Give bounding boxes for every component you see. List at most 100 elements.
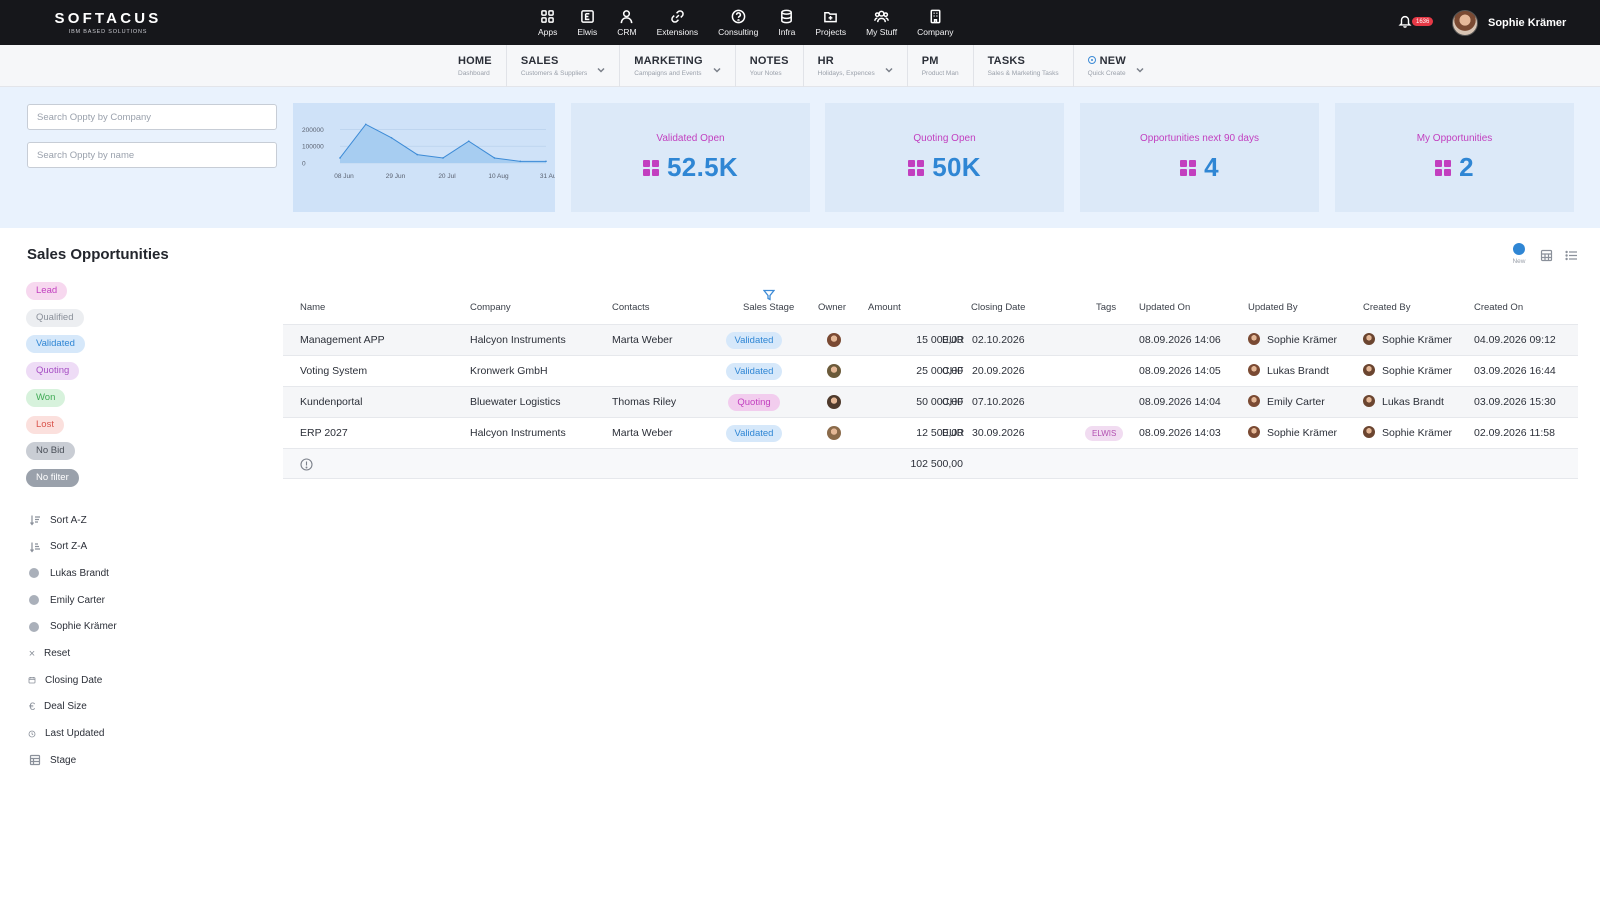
- side-option-emily-carter[interactable]: Emily Carter: [28, 592, 105, 608]
- owner-avatar[interactable]: [827, 333, 841, 347]
- module-new[interactable]: NEW Quick Create: [1074, 45, 1158, 87]
- app-nav-label: Consulting: [718, 26, 759, 37]
- chart-area-fill: [340, 124, 546, 163]
- column-header-created-on[interactable]: Created On: [1474, 302, 1524, 313]
- building-icon: [930, 9, 941, 23]
- owner-avatar[interactable]: [827, 395, 841, 409]
- kpi-next-90-days[interactable]: Opportunities next 90 days 4: [1080, 103, 1319, 212]
- column-header-updated-by[interactable]: Updated By: [1248, 302, 1298, 313]
- side-option-lukas-brandt[interactable]: Lukas Brandt: [28, 565, 109, 581]
- owner-avatar[interactable]: [827, 426, 841, 440]
- stage-filter-qualified[interactable]: Qualified: [26, 308, 84, 327]
- module-notes[interactable]: NOTES Your Notes: [736, 45, 804, 87]
- app-nav-elwis[interactable]: Elwis: [567, 0, 607, 45]
- grid-view-button[interactable]: [1540, 249, 1553, 262]
- module-marketing[interactable]: MARKETING Campaigns and Events: [620, 45, 736, 87]
- column-header-company[interactable]: Company: [470, 302, 511, 313]
- table-view-icon: [1540, 249, 1553, 262]
- module-home[interactable]: HOME Dashboard: [444, 45, 507, 87]
- side-option-last-updated[interactable]: Last Updated: [28, 726, 105, 742]
- app-nav-company[interactable]: Company: [907, 0, 963, 45]
- created-by: Sophie Krämer: [1363, 325, 1452, 356]
- table-row[interactable]: Kundenportal Bluewater Logistics Thomas Ri…: [283, 386, 1578, 417]
- stage-badge[interactable]: Validated: [725, 331, 783, 349]
- stage-badge[interactable]: Validated: [725, 362, 783, 380]
- closing-date: 30.09.2026: [972, 427, 1025, 439]
- stage-badge[interactable]: Validated: [725, 424, 783, 442]
- user-dot-icon: [28, 566, 40, 580]
- stage-filter-no-bid[interactable]: No Bid: [26, 442, 75, 461]
- opportunity-trend-chart: 200000 100000 0 08 Jun 29 Jun 20 Jul 10 Aug 31 …: [293, 103, 555, 212]
- database-icon: [781, 9, 793, 23]
- owner-avatar[interactable]: [827, 364, 841, 378]
- module-title: HR: [817, 55, 834, 67]
- side-option-label: Emily Carter: [50, 594, 106, 606]
- sales-stage-cell: Quoting: [713, 387, 795, 418]
- app-nav-extensions[interactable]: Extensions: [647, 0, 709, 45]
- module-pm[interactable]: PM Product Man: [908, 45, 974, 87]
- app-nav-projects[interactable]: Projects: [805, 0, 856, 45]
- chart-x-tick-label: 29 Jun: [386, 173, 406, 180]
- module-sales[interactable]: SALES Customers & Suppliers: [507, 45, 621, 87]
- table-icon: [28, 753, 42, 767]
- column-header-tags[interactable]: Tags: [1096, 302, 1117, 313]
- side-option-sort-a-z[interactable]: Sort A-Z: [28, 512, 87, 528]
- chart-data-point: [416, 153, 419, 156]
- notifications-button[interactable]: [1398, 14, 1414, 30]
- new-opportunity-button[interactable]: New: [1508, 243, 1530, 265]
- column-header-created-by[interactable]: Created By: [1363, 302, 1411, 313]
- column-header-updated-on[interactable]: Updated On: [1139, 302, 1191, 313]
- column-header-name[interactable]: Name: [300, 302, 326, 313]
- kpi-quoting-open[interactable]: Quoting Open 50K: [825, 103, 1064, 212]
- app-nav-apps[interactable]: Apps: [528, 0, 567, 45]
- search-company-input[interactable]: [27, 104, 277, 130]
- app-nav-infra[interactable]: Infra: [768, 0, 805, 45]
- side-option-reset[interactable]: × Reset: [28, 646, 70, 662]
- side-option-sort-z-a[interactable]: Sort Z-A: [28, 539, 87, 555]
- stage-filter-lost[interactable]: Lost: [26, 415, 64, 434]
- stage-filter-lead[interactable]: Lead: [26, 282, 68, 300]
- side-option-stage[interactable]: Stage: [28, 752, 76, 768]
- stage-filter-quoting[interactable]: Quoting: [26, 362, 80, 381]
- sort-za-icon: [28, 540, 42, 554]
- side-option-label: Sort Z-A: [50, 541, 88, 553]
- table-row[interactable]: Management APP Halcyon Instruments Marta W…: [283, 324, 1578, 355]
- info-icon[interactable]: [300, 458, 313, 471]
- chart-x-tick-label: 08 Jun: [334, 173, 354, 180]
- stage-filter-validated[interactable]: Validated: [26, 335, 85, 354]
- side-option-sophie-kr-mer[interactable]: Sophie Krämer: [28, 619, 117, 635]
- stage-badge[interactable]: Quoting: [728, 393, 780, 411]
- column-header-closing-date[interactable]: Closing Date: [971, 302, 1026, 313]
- column-header-amount[interactable]: Amount: [868, 302, 901, 313]
- module-hr[interactable]: HR Holidays, Expences: [804, 45, 908, 87]
- table-row[interactable]: Voting System Kronwerk GmbH Validated 25 00…: [283, 355, 1578, 386]
- tag-badge[interactable]: ELWIS: [1085, 425, 1124, 441]
- chart-data-point: [442, 157, 444, 159]
- kpi-validated-open[interactable]: Validated Open 52.5K: [571, 103, 810, 212]
- side-option-deal-size[interactable]: € Deal Size: [28, 699, 87, 715]
- user-avatar[interactable]: [1452, 10, 1478, 36]
- kpi-my-opportunities[interactable]: My Opportunities 2: [1335, 103, 1574, 212]
- column-header-owner[interactable]: Owner: [818, 302, 846, 313]
- brand-logo[interactable]: SOFTACUS IBM BASED SOLUTIONS: [54, 10, 162, 35]
- list-view-button[interactable]: [1565, 249, 1578, 262]
- search-name-input[interactable]: [27, 142, 277, 168]
- app-nav-label: Apps: [538, 26, 558, 37]
- column-header-sales-stage[interactable]: Sales Stage: [743, 302, 795, 313]
- table-row[interactable]: ERP 2027 Halcyon Instruments Marta Weber Va…: [283, 417, 1578, 448]
- stage-filter-no-filter[interactable]: No filter: [26, 468, 79, 487]
- plus-circle-icon: [1087, 56, 1096, 64]
- app-nav-label: Company: [917, 26, 954, 37]
- user-name[interactable]: Sophie Krämer: [1488, 17, 1567, 29]
- app-nav-label: Extensions: [656, 26, 699, 37]
- column-header-contacts[interactable]: Contacts: [612, 302, 650, 313]
- stage-filter-button[interactable]: [762, 288, 776, 301]
- app-nav-crm[interactable]: CRM: [607, 0, 646, 45]
- app-nav-consulting[interactable]: Consulting: [708, 0, 768, 45]
- kpi-title: Validated Open: [656, 133, 725, 144]
- side-option-closing-date[interactable]: Closing Date: [28, 672, 102, 688]
- updated-by: Emily Carter: [1248, 387, 1325, 418]
- app-nav-my-stuff[interactable]: My Stuff: [856, 0, 907, 45]
- stage-filter-won[interactable]: Won: [26, 388, 66, 407]
- module-tasks[interactable]: TASKS Sales & Marketing Tasks: [974, 45, 1074, 87]
